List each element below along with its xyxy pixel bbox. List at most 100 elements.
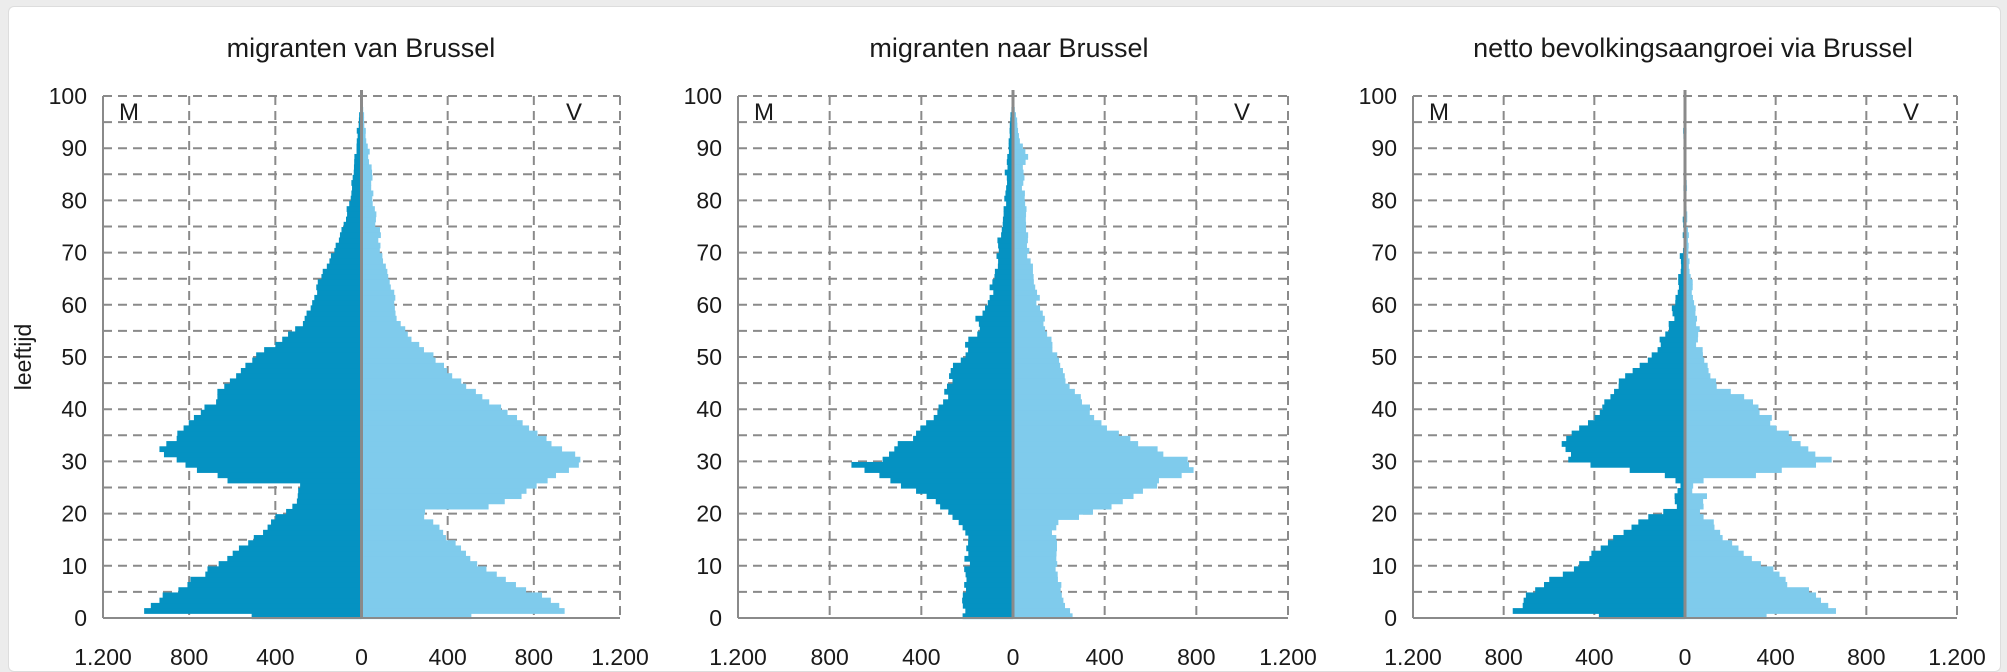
bar-male bbox=[953, 363, 1013, 369]
bar-female bbox=[1013, 405, 1090, 411]
bar-female bbox=[1685, 436, 1792, 442]
bar-female bbox=[1013, 300, 1036, 306]
bar-female bbox=[1685, 603, 1828, 609]
bar-female bbox=[1685, 545, 1738, 551]
bar-male bbox=[1674, 316, 1685, 322]
bar-male bbox=[1602, 405, 1685, 411]
y-tick-label: 10 bbox=[696, 553, 722, 579]
bar-female bbox=[362, 311, 396, 317]
x-tick-label: 1.200 bbox=[1384, 644, 1442, 670]
bar-female bbox=[362, 321, 401, 327]
bar-female bbox=[362, 258, 384, 264]
bar-male bbox=[890, 478, 1013, 484]
bar-male bbox=[936, 498, 1013, 504]
bar-male bbox=[937, 410, 1013, 416]
bar-male bbox=[966, 577, 1013, 583]
bar-female bbox=[1013, 535, 1056, 541]
bar-male bbox=[1608, 540, 1685, 546]
bar-male bbox=[970, 561, 1013, 567]
bar-female bbox=[362, 545, 462, 551]
bar-female bbox=[362, 488, 527, 494]
bar-male bbox=[227, 556, 361, 562]
bar-male bbox=[1648, 358, 1685, 364]
bar-female bbox=[362, 561, 478, 567]
y-tick-label: 90 bbox=[1371, 135, 1397, 161]
bar-female bbox=[362, 472, 557, 478]
bar-male bbox=[985, 305, 1013, 311]
bar-female bbox=[1013, 154, 1028, 160]
x-tick-label: 400 bbox=[1575, 644, 1613, 670]
bar-male bbox=[1638, 519, 1685, 525]
bar-male bbox=[271, 519, 361, 525]
bar-female bbox=[1013, 269, 1033, 275]
bar-female bbox=[1685, 561, 1761, 567]
bar-male bbox=[159, 446, 361, 452]
bar-male bbox=[1673, 311, 1685, 317]
bar-female bbox=[1685, 342, 1696, 348]
bar-female bbox=[1685, 352, 1703, 358]
bar-male bbox=[1562, 441, 1685, 447]
bar-male bbox=[943, 399, 1013, 405]
bar-female bbox=[1013, 556, 1056, 562]
bar-male bbox=[968, 551, 1013, 557]
bar-female bbox=[1685, 410, 1760, 416]
bar-female bbox=[1685, 316, 1697, 322]
x-tick-label: 800 bbox=[810, 644, 848, 670]
bar-female bbox=[362, 587, 527, 593]
bar-female bbox=[1013, 436, 1130, 442]
bar-male bbox=[1589, 556, 1685, 562]
bar-male bbox=[927, 493, 1013, 499]
bar-male bbox=[336, 243, 362, 249]
bar-female bbox=[1685, 530, 1720, 536]
bar-male bbox=[959, 519, 1013, 525]
bar-male bbox=[1568, 457, 1685, 463]
bar-female bbox=[1013, 363, 1060, 369]
bar-female bbox=[1685, 384, 1717, 390]
bar-male bbox=[1590, 462, 1685, 468]
bar-male bbox=[298, 488, 361, 494]
x-tick-label: 0 bbox=[355, 644, 368, 670]
bar-female bbox=[1013, 373, 1065, 379]
bar-male bbox=[341, 227, 361, 233]
bar-male bbox=[1579, 561, 1685, 567]
bar-male bbox=[177, 431, 361, 437]
bar-female bbox=[362, 373, 453, 379]
bar-male bbox=[997, 237, 1013, 243]
y-tick-label: 20 bbox=[696, 501, 722, 527]
bar-female bbox=[362, 509, 426, 515]
bar-male bbox=[1660, 337, 1685, 343]
bar-male bbox=[998, 243, 1013, 249]
bar-female bbox=[1685, 556, 1752, 562]
chart-svg: migranten van Brussel0102030405060708090… bbox=[9, 7, 2000, 671]
bar-male bbox=[851, 462, 1013, 468]
bar-male bbox=[951, 368, 1013, 374]
chart-panel-2: migranten naar Brussel010203040506070809… bbox=[684, 33, 1317, 670]
y-tick-label: 80 bbox=[696, 187, 722, 213]
bar-male bbox=[1669, 326, 1685, 332]
bar-male bbox=[1595, 415, 1685, 421]
y-tick-label: 10 bbox=[61, 553, 87, 579]
bar-male bbox=[968, 540, 1013, 546]
bar-male bbox=[263, 530, 361, 536]
bar-male bbox=[329, 258, 361, 264]
bar-male bbox=[1613, 535, 1685, 541]
bar-female bbox=[362, 305, 395, 311]
bar-male bbox=[334, 248, 361, 254]
bar-female bbox=[1013, 504, 1112, 510]
bar-female bbox=[362, 352, 434, 358]
bar-female bbox=[362, 504, 489, 510]
x-tick-label: 400 bbox=[1756, 644, 1794, 670]
bar-female bbox=[1013, 248, 1029, 254]
bar-female bbox=[1685, 598, 1821, 604]
bar-female bbox=[362, 462, 579, 468]
bar-male bbox=[1549, 577, 1685, 583]
bar-male bbox=[1614, 389, 1685, 395]
bar-female bbox=[362, 530, 444, 536]
bar-male bbox=[1661, 342, 1685, 348]
bar-male bbox=[1524, 598, 1685, 604]
bar-female bbox=[362, 603, 560, 609]
bar-male bbox=[1604, 399, 1685, 405]
x-tick-label: 1.200 bbox=[74, 644, 132, 670]
bar-male bbox=[177, 436, 362, 442]
